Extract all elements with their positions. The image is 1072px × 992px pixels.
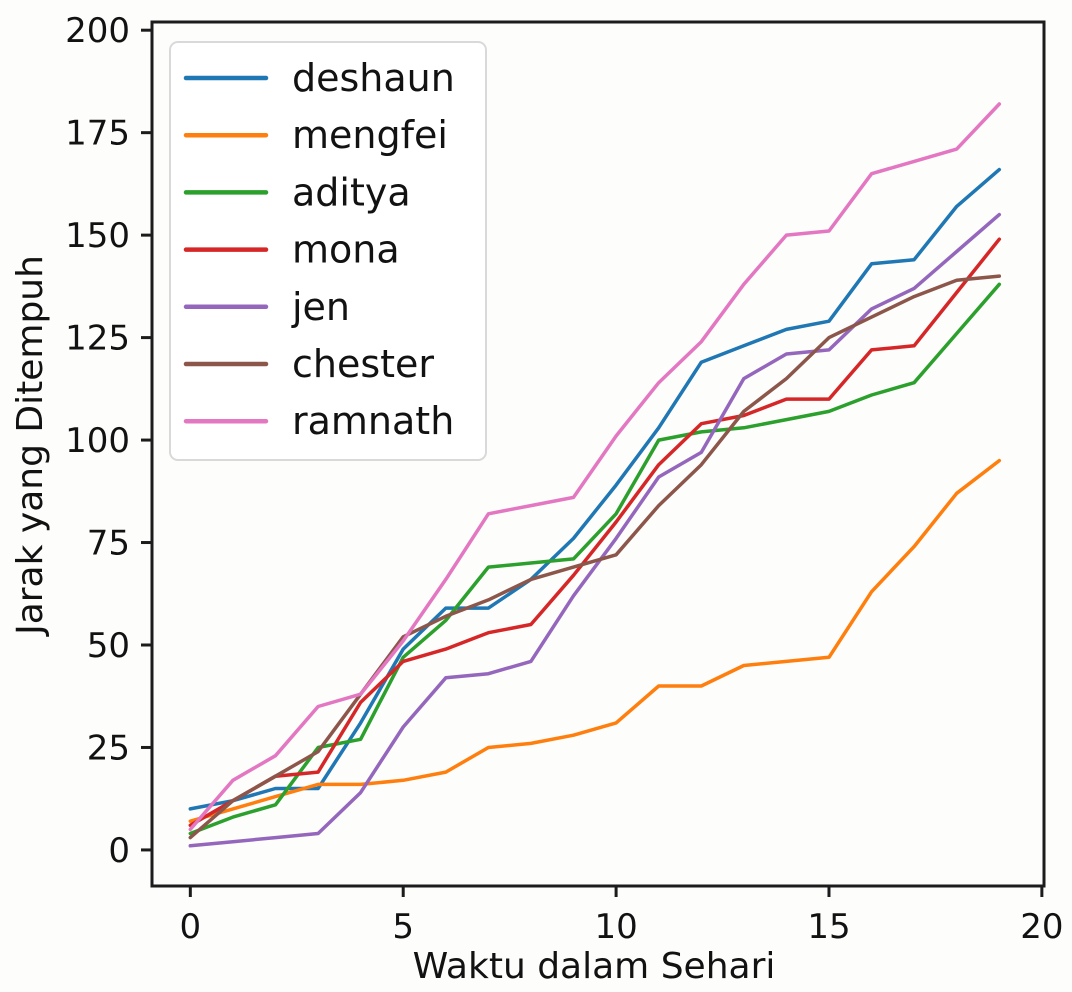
legend-label: mona [292,228,400,272]
x-axis-label: Waktu dalam Sehari [413,946,776,987]
legend-item-jen: jen [183,285,350,329]
legend-item-mengfei: mengfei [183,113,448,157]
legend-label: ramnath [292,399,454,443]
y-tick-label: 100 [65,421,130,461]
legend-box [169,41,487,461]
legend-item-mona: mona [183,228,400,272]
series-lines [188,102,1002,848]
x-axis-ticks: 0 5 10 15 20 [179,886,1064,947]
y-axis-ticks: 0 25 50 75 100 125 150 175 200 [65,11,152,871]
legend-item-ramnath: ramnath [183,399,454,443]
legend-item-chester: chester [183,342,434,386]
legend-label: jen [291,285,350,329]
x-tick-label: 15 [807,907,850,947]
legend-item-deshaun: deshaun [183,56,455,100]
legend-label: deshaun [292,56,455,100]
series-line-jen [188,212,1002,848]
legend: deshaun mengfei aditya mona jen chester ramnat… [169,41,487,461]
series-line-deshaun [188,167,1002,811]
y-tick-label: 0 [108,831,130,871]
x-tick-label: 10 [594,907,637,947]
y-tick-label: 150 [65,216,130,256]
series-line-mengfei [188,458,1002,823]
legend-item-aditya: aditya [183,170,411,214]
x-tick-label: 20 [1020,907,1063,947]
legend-label: chester [292,342,434,386]
y-tick-label: 125 [65,319,130,359]
series-line-mona [188,237,1002,828]
y-tick-label: 200 [65,11,130,51]
legend-label: mengfei [292,113,448,157]
y-tick-label: 25 [87,728,130,768]
y-tick-label: 50 [87,626,130,666]
y-tick-label: 75 [87,524,130,564]
legend-label: aditya [292,170,411,214]
x-tick-label: 5 [392,907,414,947]
series-line-chester [188,274,1002,840]
series-line-ramnath [188,102,1002,832]
y-tick-label: 175 [65,114,130,154]
series-line-aditya [188,282,1002,836]
plot-area [150,20,1046,888]
y-axis-label: Jarak yang Ditempuh [10,255,51,637]
x-tick-label: 0 [179,907,201,947]
